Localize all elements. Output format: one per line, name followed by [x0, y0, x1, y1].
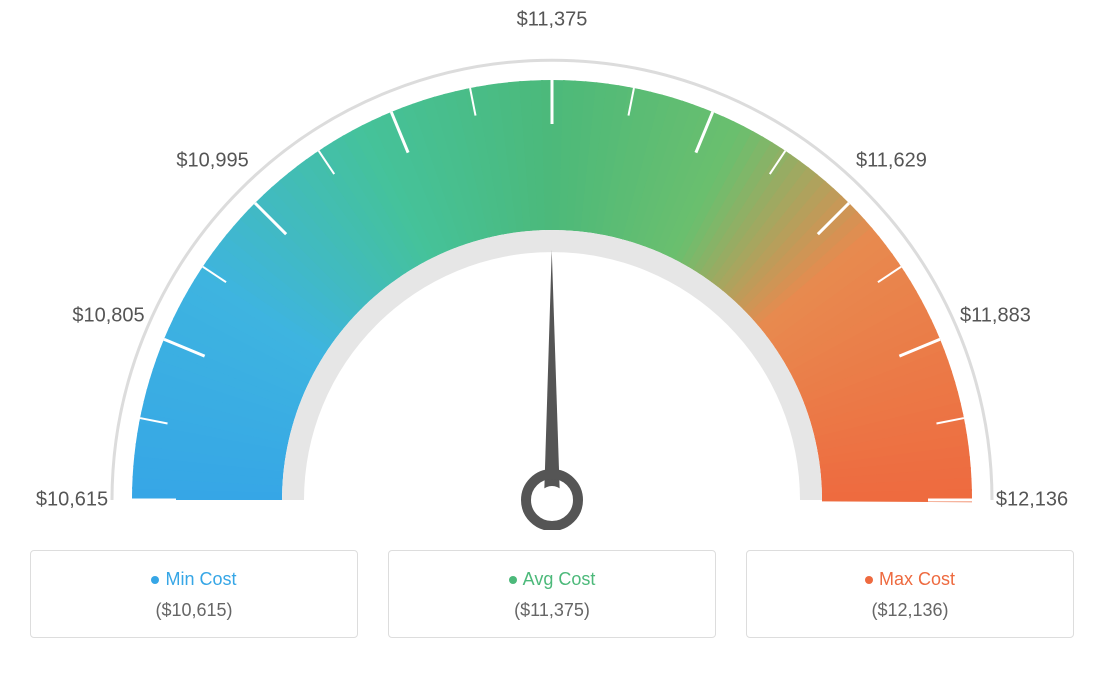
- dot-icon: [865, 576, 873, 584]
- gauge-tick-label: $11,883: [960, 305, 1031, 328]
- gauge-tick-label: $11,375: [517, 9, 588, 32]
- legend-value-max: ($12,136): [747, 600, 1073, 621]
- legend-card-avg: Avg Cost ($11,375): [388, 550, 716, 638]
- cost-gauge-chart: $10,615$10,805$10,995$11,375$11,629$11,8…: [30, 30, 1074, 530]
- dot-icon: [151, 576, 159, 584]
- gauge-tick-label: $10,615: [36, 489, 108, 512]
- legend-label-max: Max Cost: [879, 569, 955, 589]
- gauge-tick-label: $11,629: [856, 149, 927, 172]
- gauge-tick-label: $10,995: [176, 149, 248, 172]
- gauge-tick-label: $12,136: [996, 489, 1068, 512]
- dot-icon: [509, 576, 517, 584]
- legend-card-min: Min Cost ($10,615): [30, 550, 358, 638]
- legend-title-avg: Avg Cost: [389, 569, 715, 590]
- legend-value-min: ($10,615): [31, 600, 357, 621]
- gauge-svg: [30, 30, 1074, 530]
- legend-label-avg: Avg Cost: [523, 569, 596, 589]
- legend-card-max: Max Cost ($12,136): [746, 550, 1074, 638]
- legend-row: Min Cost ($10,615) Avg Cost ($11,375) Ma…: [30, 550, 1074, 638]
- legend-label-min: Min Cost: [165, 569, 236, 589]
- legend-value-avg: ($11,375): [389, 600, 715, 621]
- legend-title-max: Max Cost: [747, 569, 1073, 590]
- legend-title-min: Min Cost: [31, 569, 357, 590]
- gauge-tick-label: $10,805: [72, 305, 144, 328]
